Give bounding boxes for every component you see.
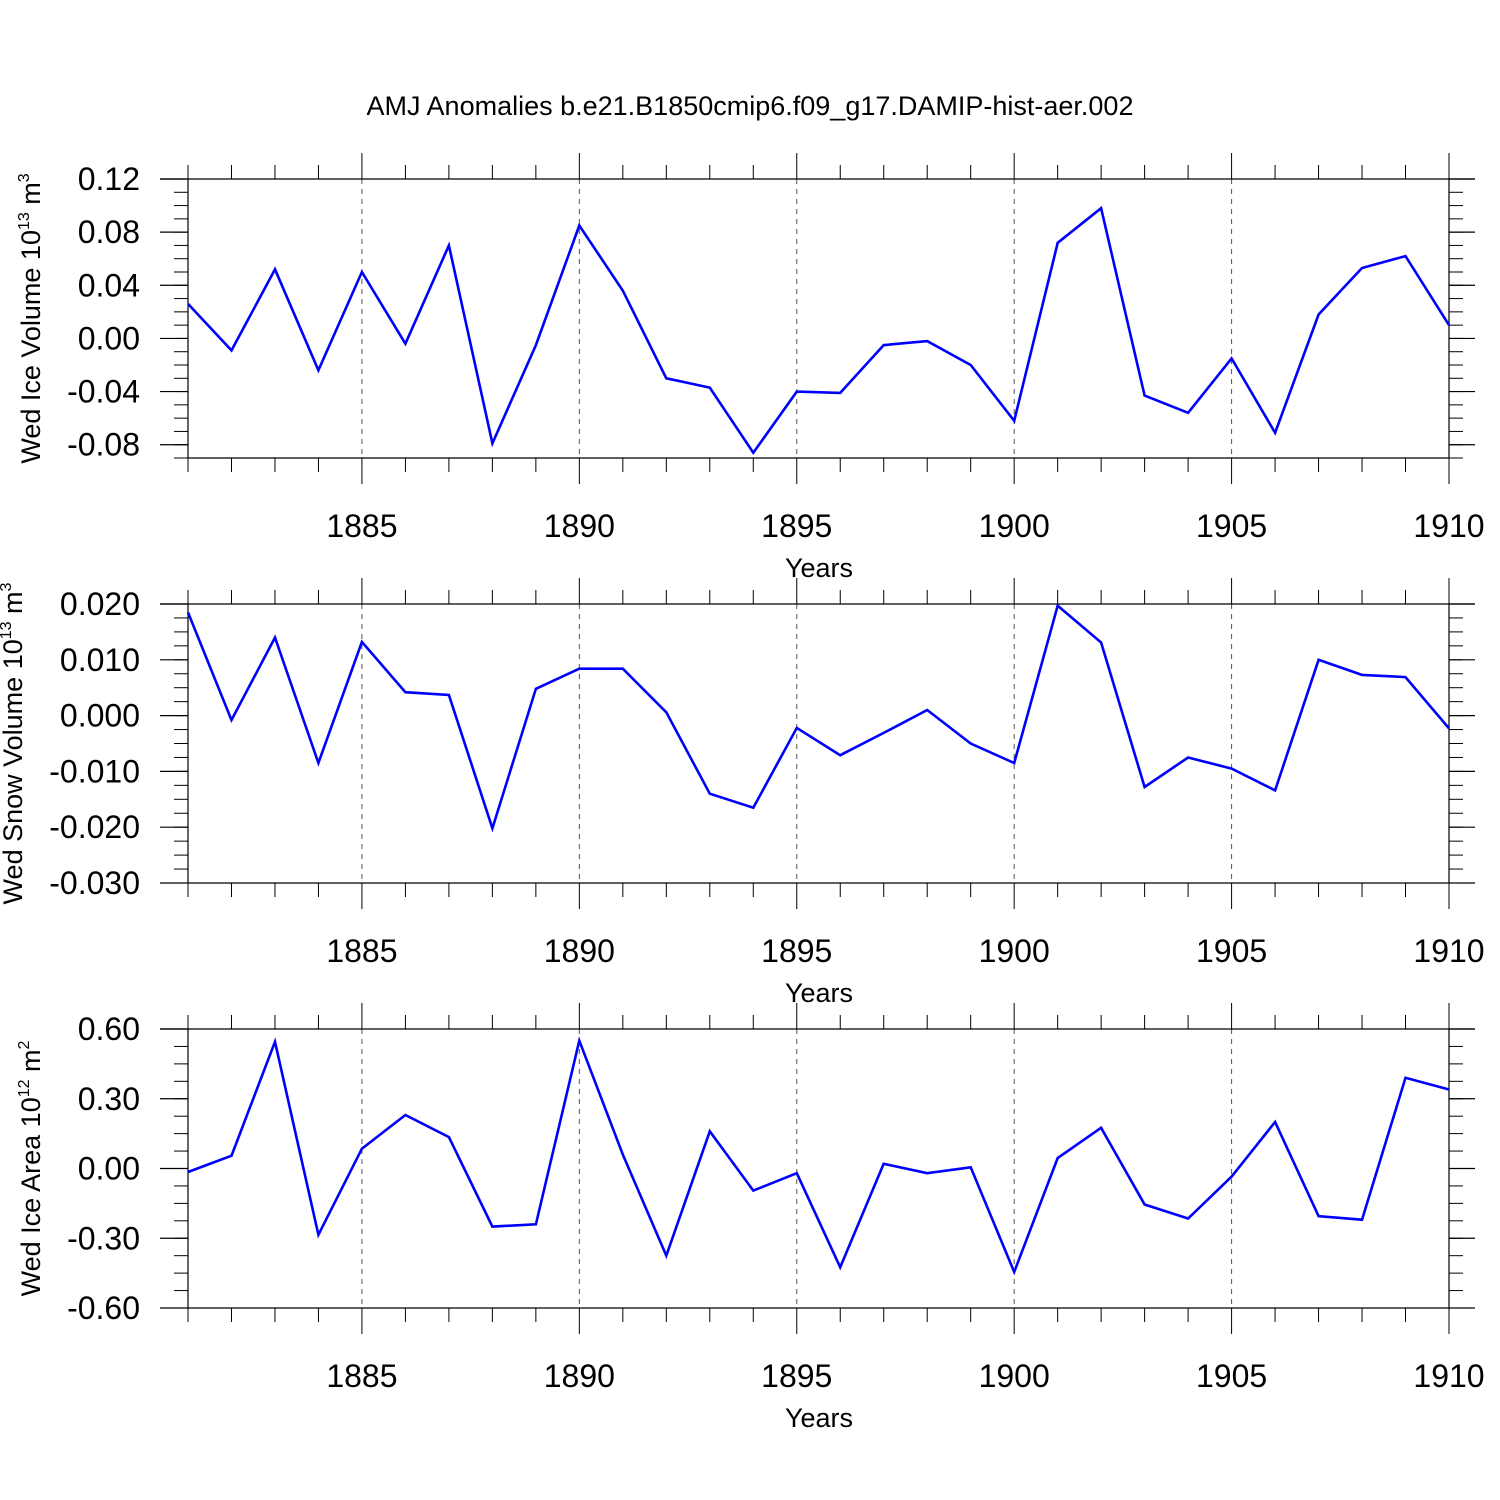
x-tick-label: 1910 (1413, 508, 1484, 544)
series-line-ice-area (187, 1036, 1450, 1276)
x-tick-label: 1895 (761, 508, 832, 544)
panel-ice-area: -0.60 -0.30 0.00 0.30 0.60 1885 1890 1895 1900 19… (16, 1003, 1485, 1433)
x-tick-label: 1895 (761, 1358, 832, 1394)
x-axis-label: Years (785, 1403, 853, 1433)
y-tick-label: 0.08 (78, 214, 140, 250)
y-tick-label: 0.12 (78, 161, 140, 197)
y-tick-label: -0.010 (49, 753, 140, 789)
y-tick-label: -0.60 (67, 1290, 140, 1326)
y-tick-label: 0.020 (60, 586, 140, 622)
y-tick-label: -0.30 (67, 1220, 140, 1256)
x-tick-label: 1910 (1413, 933, 1484, 969)
x-tick-label: 1890 (544, 1358, 615, 1394)
y-tick-label: -0.04 (67, 374, 140, 410)
y-tick-label: 0.000 (60, 698, 140, 734)
x-tick-label: 1885 (326, 508, 397, 544)
y-axis-label: Wed Ice Area 1012 m2 (16, 1040, 46, 1296)
y-tick-label: -0.08 (67, 427, 140, 463)
y-axis-label: Wed Ice Volume 1013 m3 (16, 173, 46, 463)
x-tick-label: 1910 (1413, 1358, 1484, 1394)
series-line-ice-volume (187, 205, 1451, 455)
x-axis-label: Years (785, 553, 853, 583)
chart-title: AMJ Anomalies b.e21.B1850cmip6.f09_g17.D… (367, 91, 1134, 121)
x-tick-label: 1900 (979, 933, 1050, 969)
x-tick-label: 1885 (326, 933, 397, 969)
y-tick-label: 0.60 (78, 1011, 140, 1047)
y-tick-label: 0.00 (78, 320, 140, 356)
x-axis-label: Years (785, 978, 853, 1008)
x-tick-label: 1885 (326, 1358, 397, 1394)
y-tick-label: 0.00 (78, 1151, 140, 1187)
x-tick-label: 1890 (544, 933, 615, 969)
x-tick-label: 1890 (544, 508, 615, 544)
panel-snow-volume: -0.030 -0.020 -0.010 0.000 0.010 0.020 1885 189… (0, 578, 1485, 1008)
x-tick-label: 1895 (761, 933, 832, 969)
panels: -0.08 -0.04 0.00 0.04 0.08 0.12 1885 1890 1895 19… (0, 153, 1485, 1433)
x-tick-label: 1905 (1196, 933, 1267, 969)
series-line-snow-volume (186, 603, 1450, 833)
y-tick-label: 0.010 (60, 642, 140, 678)
x-tick-label: 1900 (979, 1358, 1050, 1394)
y-tick-label: 0.04 (78, 267, 140, 303)
x-tick-label: 1900 (979, 508, 1050, 544)
y-tick-label: -0.020 (49, 809, 140, 845)
y-tick-label: 0.30 (78, 1081, 140, 1117)
x-tick-label: 1905 (1196, 508, 1267, 544)
panel-ice-volume: -0.08 -0.04 0.00 0.04 0.08 0.12 1885 1890 1895 19… (16, 153, 1485, 583)
x-tick-label: 1905 (1196, 1358, 1267, 1394)
y-axis-label: Wed Snow Volume 1013 m3 (0, 582, 28, 904)
y-tick-label: -0.030 (49, 865, 140, 901)
